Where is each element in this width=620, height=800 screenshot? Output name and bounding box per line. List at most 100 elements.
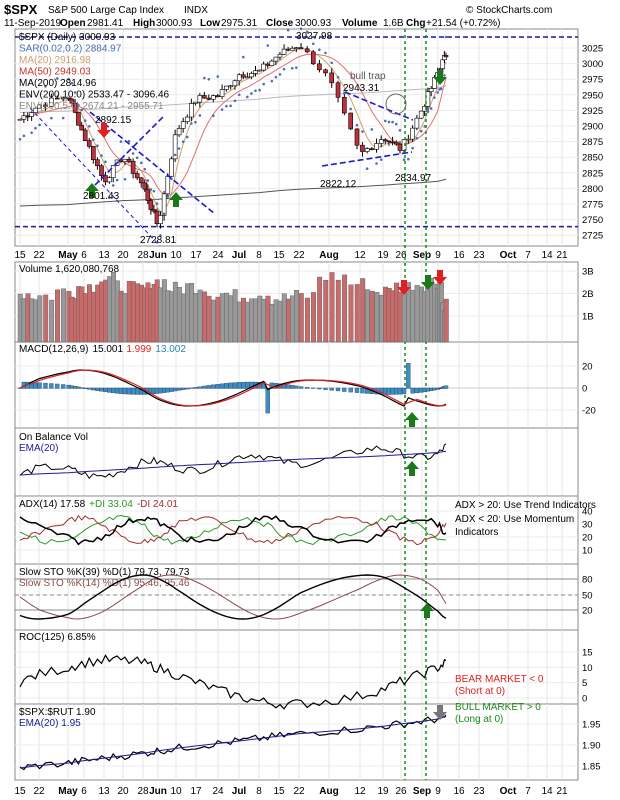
- volume-bar: [130, 281, 136, 343]
- price-legend-item: MA(200) 2814.96: [19, 78, 97, 89]
- price-annotation: 2801.43: [83, 191, 120, 202]
- macd-histogram-bar: [211, 384, 216, 389]
- volume-bar: [273, 299, 279, 343]
- price-candle: [158, 215, 163, 224]
- x-tick-label: Jul: [232, 250, 247, 261]
- sar-dot: [286, 28, 290, 32]
- volume-bar: [228, 295, 234, 343]
- macd-histogram-bar: [364, 387, 370, 394]
- macd-histogram-bar: [414, 387, 420, 394]
- sar-dot: [266, 44, 270, 47]
- price-candle: [298, 47, 304, 50]
- volume-bar: [374, 292, 380, 343]
- sar-dot: [419, 129, 423, 133]
- price-candle: [211, 95, 216, 100]
- x-tick-label: 6: [81, 250, 87, 261]
- x-tick-label: Sep: [413, 250, 431, 261]
- price-candle: [414, 117, 420, 129]
- volume-sell-arrow-icon: [433, 270, 447, 285]
- price-candle: [184, 116, 190, 123]
- price-candle: [310, 51, 316, 65]
- sar-dot: [436, 91, 439, 94]
- volume-bar: [265, 295, 271, 343]
- envelope-line: [19, 85, 447, 113]
- adx-note: ADX > 20: Use Trend Indicators: [455, 500, 596, 511]
- price-candle: [410, 127, 415, 140]
- y-tick-label: 5: [582, 678, 587, 689]
- sar-dot: [216, 75, 220, 78]
- price-candle: [197, 95, 203, 103]
- price-candle: [342, 96, 347, 114]
- x-tick-label: 15: [273, 250, 285, 261]
- macd-legend: MACD(12,26,9) 15.001 1.999 13.002: [19, 344, 186, 355]
- sar-dot: [212, 114, 215, 117]
- sar-dot: [22, 134, 26, 138]
- price-candle: [180, 121, 186, 129]
- price-candle: [79, 124, 84, 131]
- volume-bar: [364, 289, 370, 343]
- y-tick-label: 1.90: [582, 741, 601, 752]
- x-tick-label: May: [58, 250, 78, 261]
- quote-open-label: Open: [60, 18, 86, 29]
- volume-bar: [122, 293, 128, 343]
- price-candle: [118, 159, 124, 162]
- macd-histogram-bar: [126, 387, 132, 395]
- x-tick-label: 15: [273, 786, 285, 797]
- x-tick-label: 24: [212, 250, 224, 261]
- trend-line: [29, 107, 161, 247]
- volume-bar: [311, 292, 316, 343]
- sar-dot: [237, 93, 241, 97]
- ma50-line: [19, 53, 447, 197]
- price-candle: [329, 72, 335, 84]
- price-candle: [148, 200, 154, 210]
- x-tick-label: 22: [33, 786, 45, 797]
- volume-bar: [193, 293, 199, 343]
- x-tick-label: 24: [212, 786, 224, 797]
- quote-low: 2975.31: [221, 18, 258, 29]
- volume-bar: [304, 297, 310, 343]
- price-candle: [354, 128, 360, 146]
- volume-bar: [342, 274, 348, 343]
- volume-bar: [232, 289, 238, 343]
- x-tick-label: Jun: [149, 250, 167, 261]
- volume-bar: [180, 293, 186, 343]
- macd-histogram-bar: [294, 385, 299, 389]
- volume-bar: [379, 294, 384, 343]
- ratio-ema-line: [19, 716, 447, 769]
- price-candle: [273, 56, 279, 62]
- price-candle: [265, 63, 271, 66]
- quote-high: 3000.93: [156, 18, 193, 29]
- sar-dot: [131, 152, 135, 155]
- macd-histogram-bar: [118, 387, 124, 394]
- sar-dot: [241, 55, 245, 59]
- price-candle: [169, 158, 174, 177]
- price-candle: [277, 54, 283, 58]
- macd-histogram-bar: [401, 387, 407, 395]
- macd-histogram-bar: [323, 387, 328, 390]
- volume-bar: [290, 295, 295, 343]
- obv-ema-legend: EMA(20): [19, 443, 58, 454]
- ticker-label: $SPX: [4, 2, 38, 17]
- price-candle: [37, 104, 42, 109]
- y-tick-label: 0: [582, 693, 587, 704]
- price-legend-item: ENV(200,5.0) 2674.21 - 2955.71: [19, 101, 164, 112]
- x-tick-label: 26: [395, 250, 407, 261]
- volume-legend: Volume 1,620,080,768: [19, 264, 120, 275]
- sar-dot: [370, 128, 374, 131]
- x-tick-label: 21: [556, 786, 568, 797]
- price-candle: [232, 80, 238, 87]
- sar-dot: [119, 140, 123, 143]
- volume-bar: [397, 291, 403, 343]
- y-tick-label: 2775: [582, 200, 603, 211]
- sar-dot: [92, 138, 95, 141]
- macd-histogram-bar: [397, 387, 403, 395]
- sar-dot: [177, 147, 181, 150]
- volume-bar: [245, 301, 251, 343]
- x-tick-label: 13: [98, 250, 110, 261]
- sar-dot: [383, 119, 387, 123]
- macd-histogram-bar: [232, 382, 238, 389]
- macd-histogram-bar: [317, 387, 322, 390]
- macd-histogram-bar: [37, 382, 42, 389]
- x-tick-label: 23: [473, 250, 485, 261]
- sto-line: [19, 574, 447, 620]
